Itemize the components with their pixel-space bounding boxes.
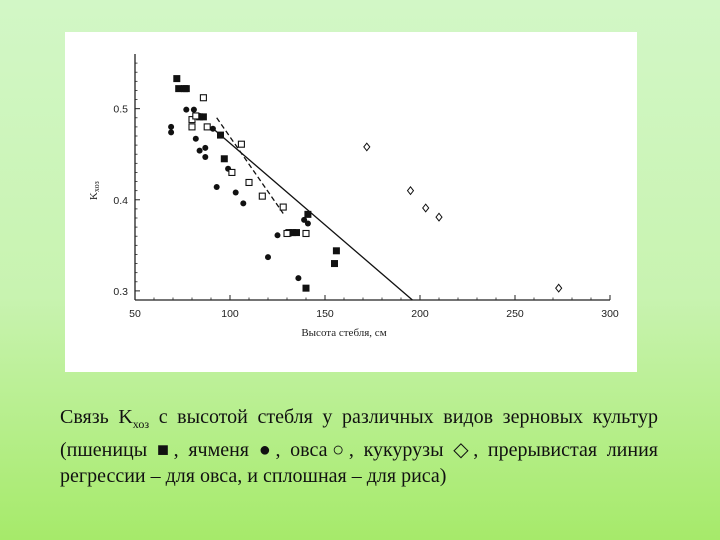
wheat-point <box>302 284 310 292</box>
wheat-point <box>293 229 300 237</box>
barley-point <box>295 275 302 282</box>
caption-part6: , прерывистая линия регрессии – для овса… <box>60 439 658 487</box>
caption-part2: с высотой стебля у различных видов зерно… <box>60 406 659 461</box>
x-tick-label: 100 <box>221 308 239 320</box>
barley-symbol: ● <box>258 439 276 461</box>
x-tick-label: 50 <box>129 308 141 320</box>
caption-subscript: хоз <box>132 417 150 431</box>
barley-point <box>265 254 271 261</box>
axes <box>134 54 610 301</box>
corn-point <box>406 186 415 196</box>
barley-point <box>168 123 175 130</box>
oat-point <box>245 178 253 187</box>
wheat-point <box>182 85 190 93</box>
y-tick-label: 0.4 <box>113 195 128 207</box>
barley-point <box>240 200 247 207</box>
barley-point <box>202 144 209 151</box>
y-axis-label-sub: хоз <box>92 181 101 192</box>
oat-point <box>192 112 200 120</box>
corn-point <box>435 212 443 222</box>
barley-point <box>190 106 197 113</box>
x-tick-label: 150 <box>316 308 334 320</box>
y-axis-ticks: 0.3 0.4 0.5 <box>113 62 140 298</box>
caption-part1: Связь K <box>60 406 133 428</box>
oat-point <box>188 123 196 131</box>
oat-point <box>237 140 245 148</box>
y-tick-label: 0.5 <box>113 104 128 116</box>
barley-point <box>213 184 220 191</box>
wheat-point <box>332 247 340 255</box>
x-tick-label: 300 <box>601 308 619 320</box>
caption-part4: , овса <box>275 439 328 461</box>
caption-part5: , кукурузы <box>348 439 454 461</box>
x-axis-label: Высота стебля, см <box>301 327 386 339</box>
caption-part3: , ячменя <box>173 439 259 461</box>
wheat-point <box>220 155 228 163</box>
wheat-point <box>331 260 338 268</box>
y-axis-label-main: K <box>88 192 100 200</box>
regression-lines <box>210 117 413 301</box>
figure-caption: Связь Kхоз с высотой стебля у различных … <box>60 404 658 489</box>
barley-point <box>301 216 308 223</box>
wheat-point <box>199 113 207 121</box>
wheat-point <box>217 131 224 139</box>
barley-point <box>209 125 216 132</box>
barley-point <box>304 220 311 227</box>
barley-point <box>202 153 209 160</box>
svg-text:Kхоз: Kхоз <box>88 181 101 200</box>
regression-line-solid <box>210 126 413 301</box>
oat-symbol: ○ <box>327 439 349 461</box>
x-tick-label: 200 <box>411 308 429 320</box>
y-tick-label: 0.3 <box>113 286 128 298</box>
barley-point <box>274 232 281 239</box>
wheat-symbol: ■ <box>156 439 174 461</box>
barley-point <box>168 129 175 136</box>
wheat-point <box>175 85 183 93</box>
y-axis-label: Kхоз <box>88 181 101 200</box>
oat-point <box>279 203 287 211</box>
oat-point <box>258 192 266 200</box>
barley-point <box>192 135 199 142</box>
barley-point <box>183 106 190 113</box>
wheat-point <box>304 210 312 218</box>
x-axis-ticks: 50 100 150 200 250 300 <box>129 295 619 320</box>
corn-point <box>363 142 371 152</box>
oat-point <box>199 94 207 102</box>
barley-point <box>232 189 239 196</box>
oat-point <box>283 229 291 238</box>
regression-line-dashed <box>216 117 284 214</box>
corn-point <box>555 283 563 293</box>
scatter-chart: 50 100 150 200 250 300 0.3 0.4 0.5 Высота стебл… <box>88 54 619 339</box>
oat-point <box>228 168 236 176</box>
x-tick-label: 250 <box>506 308 524 320</box>
corn-point <box>422 203 430 213</box>
oat-point <box>302 229 310 238</box>
oat-point <box>188 116 196 124</box>
oat-point <box>203 123 211 131</box>
barley-point <box>196 147 203 154</box>
corn-symbol: ◇ <box>453 439 474 461</box>
data-points <box>168 75 563 293</box>
wheat-point <box>173 75 181 83</box>
plot-panel: 50 100 150 200 250 300 0.3 0.4 0.5 Высота стебл… <box>65 32 637 372</box>
